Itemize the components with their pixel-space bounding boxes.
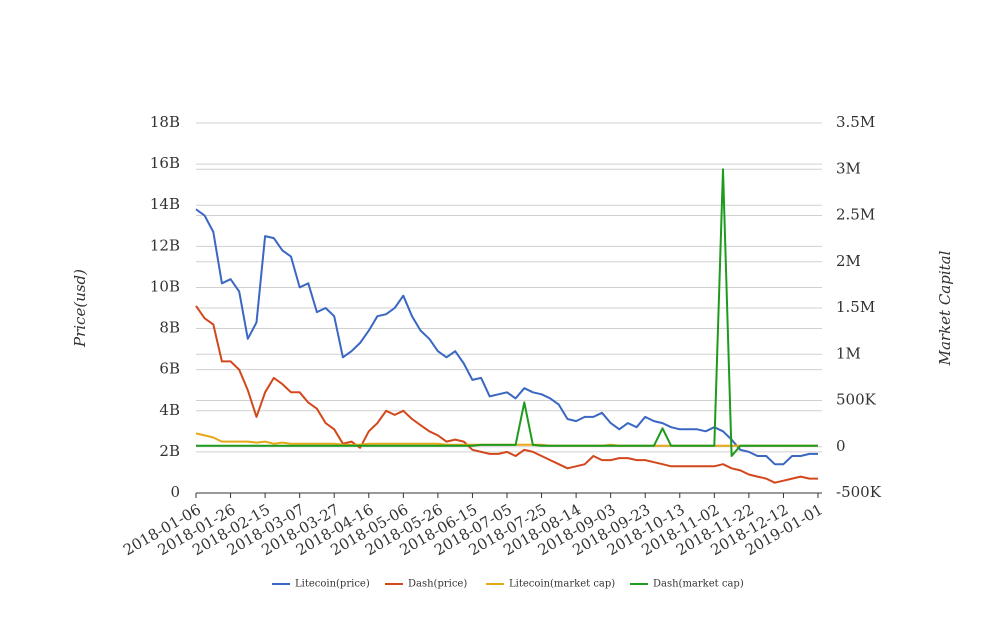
y-tick-label: 14B bbox=[150, 195, 180, 213]
y2-tick-label: -500K bbox=[836, 483, 882, 501]
y2-tick-label: 3M bbox=[836, 159, 861, 177]
y2-tick-label: 500K bbox=[836, 391, 877, 409]
y-tick-label: 0 bbox=[170, 483, 180, 501]
y-tick-label: 6B bbox=[159, 360, 180, 378]
y2-tick-label: 0 bbox=[836, 437, 846, 455]
y-tick-label: 12B bbox=[150, 236, 180, 254]
series-line bbox=[195, 432, 818, 447]
y-tick-label: 16B bbox=[150, 154, 180, 172]
series-line bbox=[196, 168, 818, 457]
y2-tick-label: 1.5M bbox=[836, 298, 875, 316]
legend-label: Dash(price) bbox=[408, 579, 467, 590]
y-tick-label: 18B bbox=[150, 113, 180, 131]
series-line bbox=[195, 305, 818, 484]
y-tick-label: 10B bbox=[150, 277, 180, 295]
y2-tick-label: 1M bbox=[836, 344, 861, 362]
y2-axis-title: Market Capital bbox=[936, 250, 954, 366]
y-tick-label: 2B bbox=[159, 442, 180, 460]
y2-tick-label: 2M bbox=[836, 252, 861, 270]
y2-tick-label: 2.5M bbox=[836, 206, 875, 224]
legend-label: Dash(market cap) bbox=[653, 579, 744, 590]
y-tick-label: 8B bbox=[159, 319, 180, 337]
y-tick-label: 4B bbox=[159, 401, 180, 419]
legend-label: Litecoin(market cap) bbox=[509, 579, 615, 590]
y2-tick-label: 3.5M bbox=[836, 113, 875, 131]
legend-label: Litecoin(price) bbox=[295, 579, 370, 590]
y-axis-title: Price(usd) bbox=[71, 269, 89, 348]
